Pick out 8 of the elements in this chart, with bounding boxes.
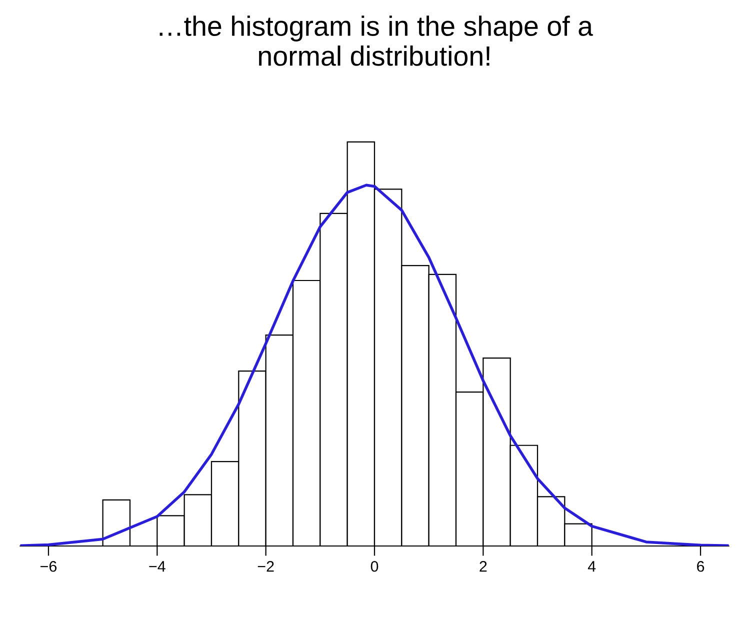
x-tick-label: −2 (258, 560, 274, 572)
x-tick-label: 4 (588, 561, 596, 572)
x-tick-label: −6 (40, 560, 57, 572)
chart-title: …the histogram is in the shape of a normal distribution! (160, 16, 593, 66)
x-tick-label: 2 (480, 560, 487, 572)
x-tick-label: 0 (370, 560, 378, 572)
x-tick-label: −4 (149, 561, 166, 572)
x-tick-label: 6 (697, 560, 704, 572)
